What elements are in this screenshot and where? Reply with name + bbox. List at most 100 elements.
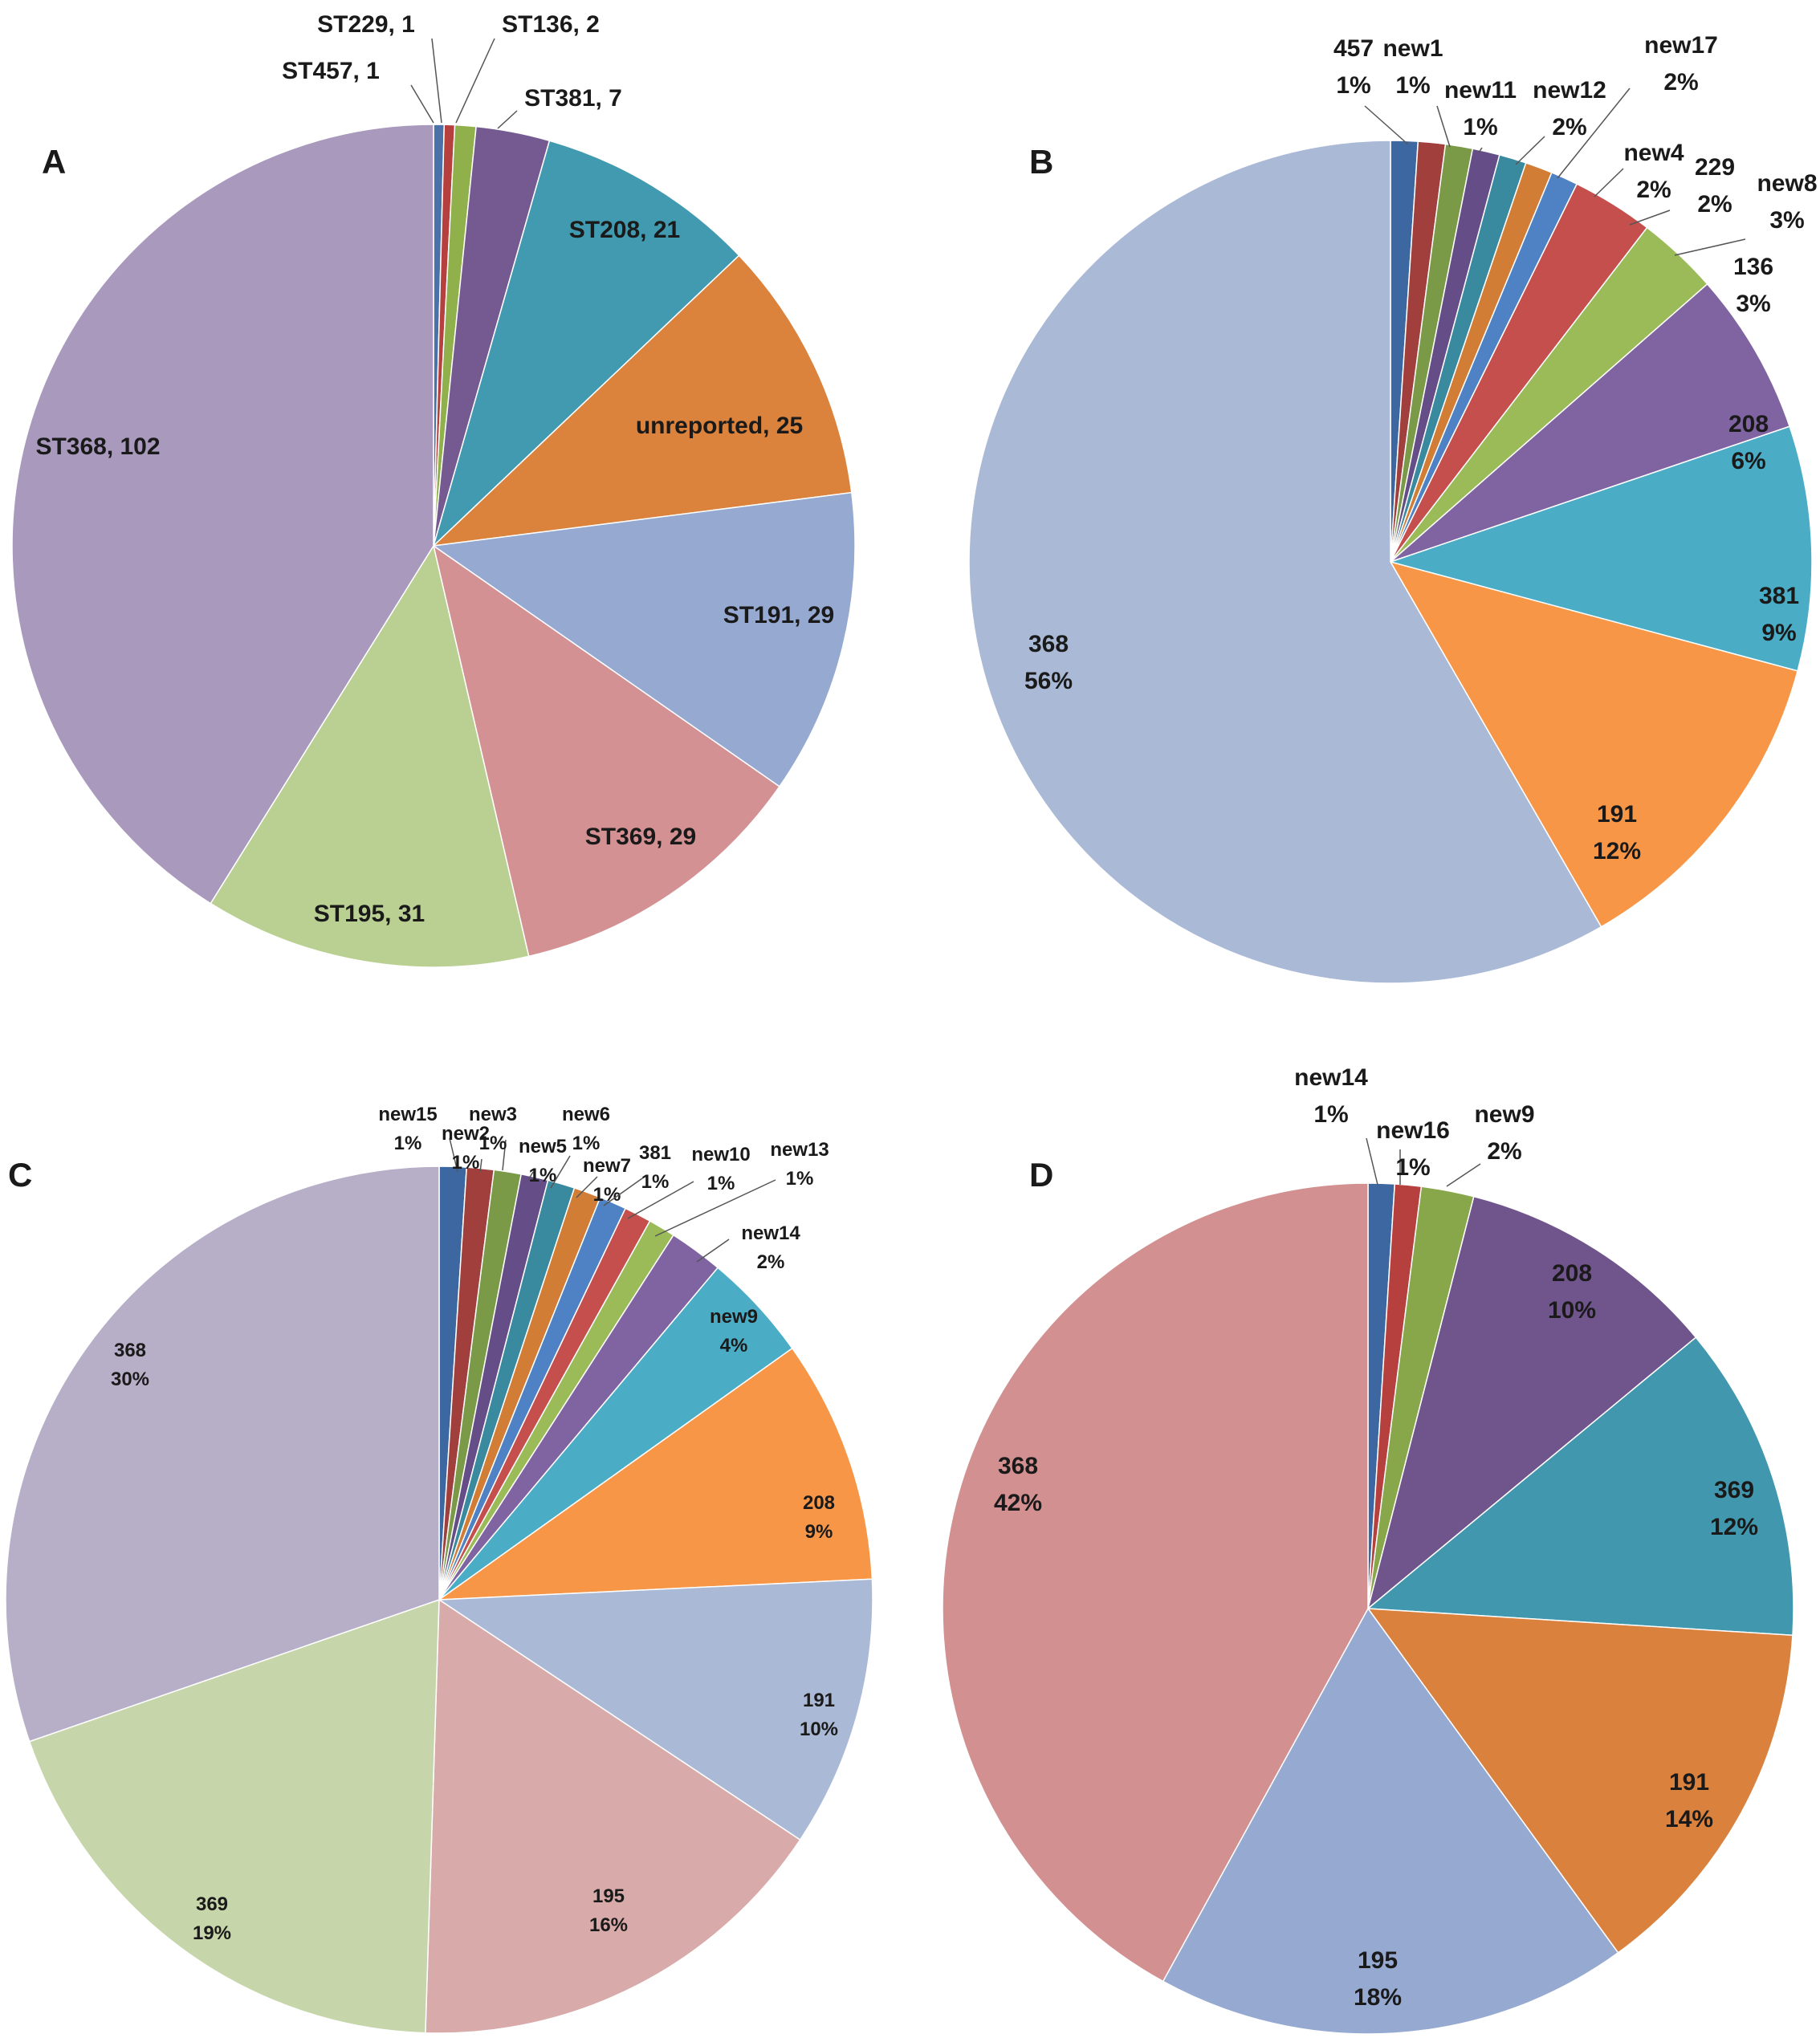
pie-c-percent-new2: 1%: [452, 1152, 480, 1174]
pie-c-percent-new9: 4%: [720, 1335, 748, 1357]
pie-a-slice-ST208: [432, 140, 740, 548]
pie-d-label-195: 195: [1358, 1947, 1398, 1974]
pie-b-label-new4: new4: [1623, 140, 1684, 166]
panel-d-letter: D: [1029, 1156, 1053, 1194]
pie-c-slice-208: [437, 1347, 873, 1601]
pie-a-leader-ST381: [497, 110, 518, 129]
pie-b-slice-368: [968, 140, 1602, 984]
pie-c-slice-195: [425, 1598, 801, 2034]
pie-b-percent-136: 3%: [1736, 291, 1770, 317]
pie-c-leader-new10: [627, 1181, 694, 1219]
pie-d-slice-369: [1366, 1336, 1794, 1637]
pie-c-percent-381: 1%: [641, 1171, 670, 1193]
pie-c-label-new14: new14: [741, 1222, 800, 1244]
pie-a-label-ST195: ST195, 31: [314, 901, 425, 927]
pie-c-leader-new15: [449, 1137, 458, 1173]
pie-c-percent-191: 10%: [800, 1719, 838, 1740]
pie-d-percent-new9: 2%: [1487, 1138, 1521, 1165]
pie-c-label-new3: new3: [469, 1104, 517, 1125]
pie-a-leader-ST136: [455, 38, 495, 124]
pie-d-label-208: 208: [1552, 1260, 1592, 1287]
pie-a-label-ST229: ST229, 1: [317, 11, 415, 38]
pie-c-label-new15: new15: [378, 1104, 437, 1125]
pie-b-leader-new1: [1436, 105, 1451, 148]
pie-b-leader-457: [1364, 105, 1409, 145]
pie-b-leader-new8: [1674, 238, 1746, 256]
pie-c-leader-new7: [576, 1176, 598, 1198]
pie-d-slice-368: [942, 1182, 1369, 1983]
pie-b-slice-381: [1388, 425, 1813, 672]
pie-b-percent-457: 1%: [1336, 72, 1370, 99]
pie-c-leader-new3: [502, 1139, 507, 1171]
pie-c-label-208: 208: [803, 1492, 835, 1514]
panel-a-group: A ST457, 1 ST229, 1 ST136, 2 ST381, 7 ST208,…: [11, 11, 856, 968]
pie-c-slice-368: [5, 1165, 440, 1743]
pie-c-label-new9: new9: [710, 1306, 758, 1328]
pie-d-percent-new16: 1%: [1395, 1154, 1430, 1181]
pie-b-label-457: 457: [1333, 35, 1374, 62]
pie-d-percent-new14: 1%: [1313, 1101, 1348, 1128]
pie-b-percent-229: 2%: [1697, 191, 1732, 218]
pie-b: 457 1% new1 1% new11 1% new12 2% new17 2% new4 2% 22…: [968, 32, 1818, 984]
pie-c-label-191: 191: [803, 1690, 835, 1711]
pie-d-label-191: 191: [1669, 1769, 1709, 1796]
pie-b-label-208: 208: [1728, 411, 1769, 437]
pie-a-label-ST208: ST208, 21: [569, 217, 680, 243]
pie-b-leader-new17: [1557, 87, 1631, 179]
pie-a-label-ST191: ST191, 29: [723, 602, 834, 628]
pie-d-label-368: 368: [998, 1453, 1038, 1479]
pie-d-percent-369: 12%: [1710, 1514, 1758, 1540]
pie-c-leader-new2: [479, 1158, 482, 1173]
pie-b-leader-new11: [1478, 147, 1483, 153]
pie-a-slice-unreported: [431, 254, 853, 547]
pie-a-slice-ST369: [432, 544, 780, 958]
pie-c-label-new10: new10: [691, 1144, 750, 1165]
pie-a-slice-ST368: [11, 124, 434, 905]
pie-d-percent-191: 14%: [1665, 1806, 1713, 1833]
pie-a-label-ST369: ST369, 29: [585, 824, 696, 850]
pie-b-leader-229: [1629, 209, 1671, 226]
pie-a-label-ST368: ST368, 102: [35, 433, 160, 460]
pie-c-percent-new10: 1%: [707, 1173, 735, 1194]
pie-d-slice-191: [1366, 1608, 1794, 1954]
panel-d-group: D new14 1% new16 1% new9 2% 208 10% 369 12% 191 14%…: [942, 1064, 1794, 2035]
pie-a: ST457, 1 ST229, 1 ST136, 2 ST381, 7 ST208, 2…: [11, 11, 856, 968]
pie-b-label-new1: new1: [1382, 35, 1443, 62]
pie-b-label-136: 136: [1733, 254, 1773, 280]
pie-c-percent-new5: 1%: [529, 1165, 557, 1186]
panel-b-letter: B: [1029, 143, 1053, 181]
pie-a-slice-ST191: [431, 491, 856, 787]
pie-b-label-368: 368: [1028, 631, 1069, 657]
pie-c-leader-new14: [696, 1239, 730, 1263]
pie-c-percent-new3: 1%: [479, 1133, 507, 1154]
pie-c-leader-new5: [527, 1171, 534, 1181]
pie-d-label-369: 369: [1714, 1477, 1754, 1503]
pie-b-percent-368: 56%: [1024, 668, 1073, 694]
pie-b-label-new11: new11: [1444, 77, 1517, 104]
pie-c-percent-368: 30%: [111, 1369, 149, 1390]
pie-c-label-new2: new2: [442, 1123, 490, 1145]
pie-c-label-368: 368: [114, 1340, 146, 1361]
panel-c-letter: C: [8, 1156, 32, 1194]
pie-b-label-381: 381: [1759, 583, 1799, 609]
pie-b-label-new17: new17: [1644, 32, 1718, 59]
pie-b-label-191: 191: [1597, 801, 1637, 828]
pie-c-label-new7: new7: [583, 1155, 631, 1177]
pie-c-percent-208: 9%: [805, 1521, 833, 1543]
pie-c-slice-369: [28, 1598, 440, 2034]
pie-c-percent-new15: 1%: [394, 1133, 422, 1154]
pie-b-slice-208: [1390, 283, 1791, 563]
pie-c-label-195: 195: [592, 1885, 625, 1907]
pie-d-percent-368: 42%: [994, 1490, 1042, 1516]
pie-d-percent-208: 10%: [1548, 1297, 1596, 1324]
pie-a-leader-ST457: [410, 84, 434, 124]
pie-c-label-381: 381: [639, 1142, 671, 1164]
pie-b-percent-new17: 2%: [1663, 69, 1698, 96]
pie-c-percent-195: 16%: [589, 1914, 628, 1936]
pie-c-label-new13: new13: [770, 1139, 829, 1161]
pie-b-label-new8: new8: [1757, 170, 1817, 197]
pie-c-percent-369: 19%: [193, 1922, 231, 1944]
pie-d-percent-195: 18%: [1354, 1984, 1402, 2011]
